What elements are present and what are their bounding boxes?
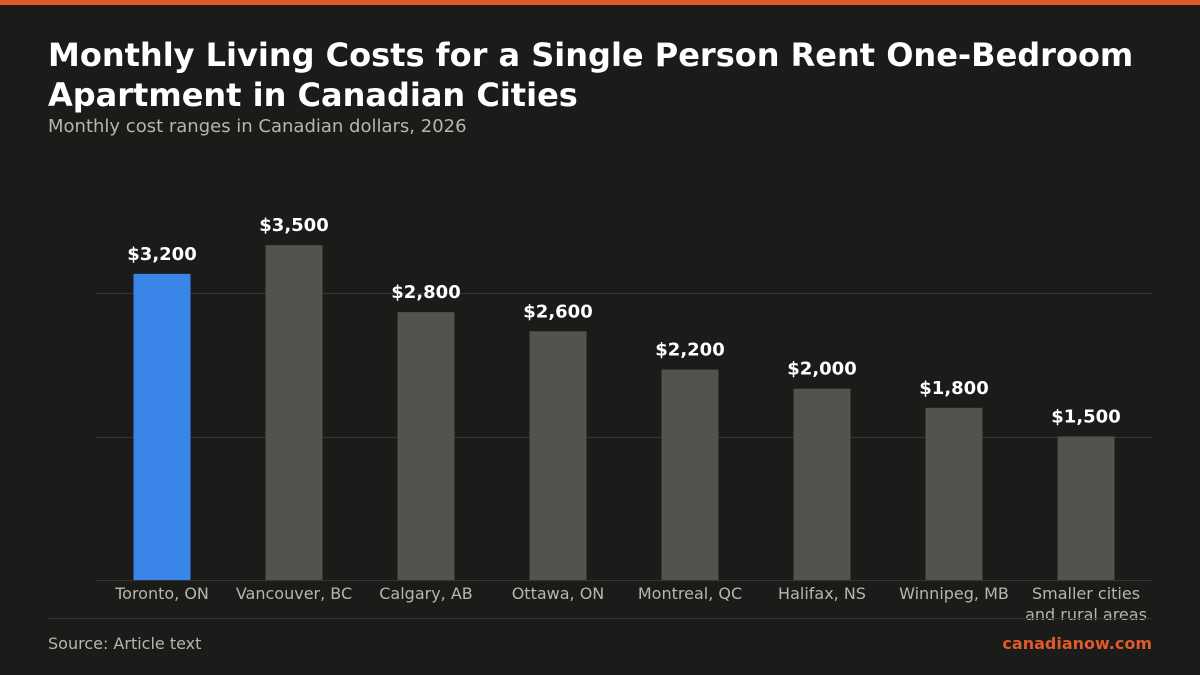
x-tick-label: Smaller cities and rural areas [1025, 584, 1147, 624]
x-tick-label: Toronto, ON [114, 584, 209, 603]
bar [265, 245, 323, 580]
data-label: $2,800 [391, 282, 460, 303]
data-label: $2,600 [523, 301, 592, 322]
bar [793, 388, 851, 580]
bar [133, 273, 191, 580]
footer-divider [48, 618, 1152, 619]
x-tick-label: Winnipeg, MB [899, 584, 1009, 603]
data-label: $1,800 [919, 378, 988, 399]
bar [661, 369, 719, 580]
accent-top-bar [0, 0, 1200, 5]
data-label: $1,500 [1051, 407, 1120, 428]
bar [925, 407, 983, 580]
bar [529, 331, 587, 580]
x-tick-label: Calgary, AB [379, 584, 473, 603]
data-label: $2,200 [655, 340, 724, 361]
bar [397, 312, 455, 580]
gridlines [96, 293, 1152, 581]
x-tick-label: Ottawa, ON [512, 584, 605, 603]
chart-subtitle: Monthly cost ranges in Canadian dollars,… [48, 116, 467, 137]
bars [133, 245, 1115, 580]
data-label: $3,200 [127, 244, 196, 265]
data-label: $3,500 [259, 215, 328, 236]
data-label: $2,000 [787, 359, 856, 380]
x-axis-tick-labels: Toronto, ON Vancouver, BC Calgary, AB Ottaw… [114, 584, 1147, 624]
data-labels: $3,200 $3,500 $2,800 $2,600 $2,200 $2,000 $1,8… [127, 215, 1120, 427]
x-tick-label: Montreal, QC [638, 584, 742, 603]
brand-link[interactable]: canadianow.com [1002, 634, 1152, 653]
x-tick-label: Vancouver, BC [236, 584, 352, 603]
chart-title: Monthly Living Costs for a Single Person… [48, 36, 1134, 114]
x-tick-label: Halifax, NS [778, 584, 866, 603]
bar [1057, 436, 1115, 580]
source-note: Source: Article text [48, 634, 202, 653]
